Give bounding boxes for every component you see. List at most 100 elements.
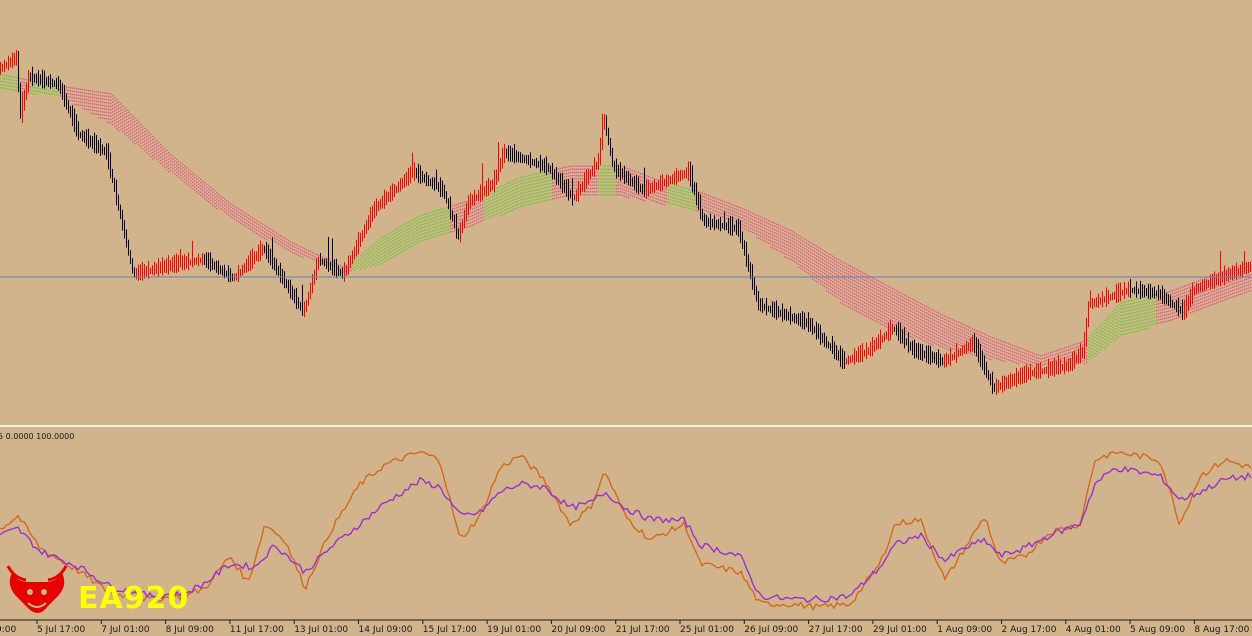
ribbon-dot (886, 316, 888, 319)
ribbon-dot (388, 242, 390, 244)
ribbon-dot (900, 305, 902, 307)
ribbon-dot (948, 339, 950, 341)
ribbon-dot (382, 239, 384, 241)
ribbon-dot (690, 205, 692, 207)
ribbon-dot (680, 189, 682, 191)
ribbon-dot (754, 213, 756, 215)
ribbon-dot (452, 208, 454, 210)
ribbon-dot (1214, 290, 1216, 292)
ribbon-dot (478, 205, 480, 207)
ribbon-dot (782, 248, 784, 251)
ribbon-dot (890, 296, 892, 298)
ribbon-dot (768, 226, 770, 228)
ribbon-dot (540, 194, 542, 196)
ribbon-dot (460, 221, 462, 224)
ribbon-dot (468, 225, 470, 228)
ribbon-dot (178, 173, 180, 175)
ribbon-dot (822, 278, 824, 280)
ribbon-dot (958, 321, 960, 324)
ribbon-dot (180, 162, 182, 164)
ribbon-dot (162, 145, 164, 148)
ribbon-dot (866, 306, 868, 308)
ribbon-dot (300, 246, 302, 248)
ribbon-dot (424, 223, 426, 225)
ribbon-dot (986, 337, 988, 340)
ribbon-dot (1080, 341, 1082, 344)
ribbon-dot (222, 206, 224, 208)
ribbon-dot (708, 198, 710, 200)
ribbon-dot (190, 170, 192, 172)
ribbon-dot (1056, 359, 1058, 361)
ribbon-dot (892, 297, 894, 299)
ribbon-dot (832, 290, 834, 292)
ribbon-dot (4, 84, 6, 86)
ribbon-dot (206, 190, 208, 192)
ribbon-dot (430, 227, 432, 230)
ribbon-dot (238, 221, 240, 223)
ribbon-dot (638, 175, 640, 177)
ribbon-dot (484, 202, 486, 205)
ribbon-dot (472, 217, 474, 220)
ribbon-dot (1032, 362, 1034, 364)
ribbon-dot (924, 330, 926, 332)
ribbon-dot (364, 267, 366, 269)
ribbon-dot (550, 189, 552, 191)
ribbon-dot (988, 338, 990, 340)
ribbon-dot (794, 235, 796, 237)
ribbon-dot (426, 235, 428, 237)
ribbon-dot (530, 184, 532, 186)
ribbon-dot (846, 282, 848, 285)
ribbon-dot (142, 148, 144, 150)
ribbon-dot (448, 219, 450, 221)
ribbon-dot (122, 111, 124, 114)
ribbon-dot (884, 299, 886, 302)
ribbon-dot (386, 259, 388, 262)
ribbon-dot (486, 211, 488, 213)
ribbon-dot (1176, 317, 1178, 319)
ribbon-dot (1150, 305, 1152, 307)
ribbon-dot (508, 195, 510, 197)
ribbon-dot (980, 338, 982, 340)
ribbon-dot (516, 207, 518, 209)
ribbon-dot (688, 191, 690, 194)
ribbon-dot (228, 208, 230, 210)
ribbon-dot (834, 263, 836, 265)
ribbon-dot (260, 232, 262, 234)
ribbon-dot (1180, 303, 1182, 305)
ribbon-dot (938, 341, 940, 343)
ribbon-dot (382, 262, 384, 264)
ribbon-dot (818, 279, 820, 281)
ribbon-dot (410, 233, 412, 235)
ribbon-dot (830, 254, 832, 256)
ribbon-dot (1122, 308, 1124, 310)
ribbon-dot (496, 197, 498, 199)
ribbon-dot (538, 195, 540, 197)
ribbon-dot (214, 206, 216, 208)
ribbon-dot (582, 191, 584, 193)
ribbon-dot (850, 307, 852, 309)
ribbon-dot (830, 286, 832, 288)
ribbon-dot (458, 219, 460, 221)
ribbon-dot (356, 258, 358, 260)
ribbon-dot (808, 250, 810, 252)
ribbon-dot (1196, 303, 1198, 305)
ribbon-dot (878, 290, 880, 292)
ribbon-dot (150, 136, 152, 139)
ribbon-dot (952, 341, 954, 343)
ribbon-dot (168, 161, 170, 163)
ribbon-dot (858, 279, 860, 281)
ribbon-dot (370, 249, 372, 251)
ribbon-dot (482, 200, 484, 202)
ribbon-dot (412, 222, 414, 224)
ribbon-dot (752, 231, 754, 234)
ribbon-dot (1076, 346, 1078, 348)
ribbon-dot (834, 269, 836, 271)
ribbon-dot (24, 78, 26, 81)
ribbon-dot (242, 217, 244, 219)
ribbon-dot (928, 342, 930, 344)
ribbon-dot (260, 235, 262, 237)
ribbon-dot (374, 258, 376, 261)
ribbon-dot (1218, 288, 1220, 290)
ribbon-dot (934, 320, 936, 322)
